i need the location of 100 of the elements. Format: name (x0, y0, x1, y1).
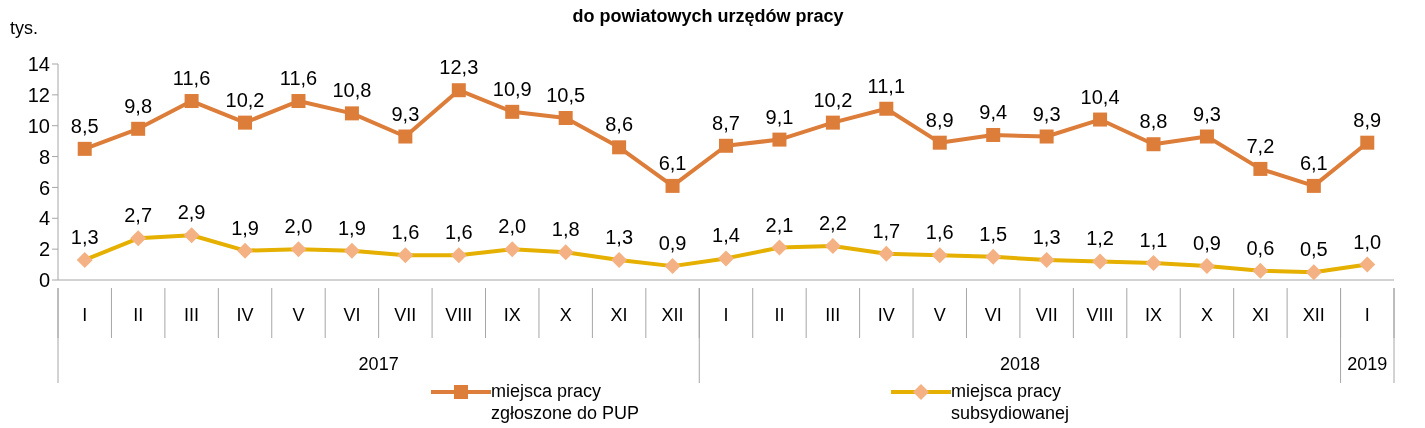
x-tick-label: IV (877, 305, 895, 325)
data-label: 1,5 (979, 222, 1008, 245)
data-label: 0,9 (658, 232, 687, 255)
x-tick-label: VII (1035, 305, 1058, 325)
x-tick-label: V (292, 305, 305, 325)
data-label: 1,6 (391, 221, 420, 244)
data-label: 10,4 (1080, 85, 1120, 108)
data-label: 9,3 (1032, 102, 1061, 125)
data-label: 1,6 (444, 221, 473, 244)
data-label: 2,0 (498, 215, 527, 238)
data-label: 8,9 (1353, 108, 1382, 131)
point (1093, 112, 1108, 127)
x-tick-label: I (723, 305, 729, 325)
x-tick-label: XI (610, 305, 628, 325)
data-label: 6,1 (658, 151, 687, 174)
text: 2018 (999, 354, 1040, 374)
data-label: 9,3 (1193, 102, 1221, 125)
x-tick-label: V (933, 305, 946, 325)
point (932, 135, 947, 150)
x-tick-label: II (774, 305, 785, 325)
y-tick-label: 10 (27, 114, 50, 137)
data-label: 10,9 (492, 77, 532, 100)
x-tick-label: VIII (1086, 305, 1114, 325)
point (184, 94, 199, 109)
point (1039, 129, 1054, 144)
data-label: 1,3 (1032, 225, 1061, 248)
point (1146, 137, 1161, 152)
x-tick-label: XI (1251, 305, 1269, 325)
point (772, 132, 787, 147)
point (1253, 161, 1268, 176)
y-tick-label: 14 (27, 53, 50, 76)
data-label: 1,0 (1353, 230, 1382, 253)
data-label: 9,1 (765, 105, 794, 128)
point (131, 121, 146, 136)
legend-label: miejsca pracy zgłoszone do PUP (491, 380, 641, 424)
data-label: 1,4 (712, 224, 740, 247)
data-label: 6,1 (1299, 151, 1328, 174)
x-tick-label: VI (343, 305, 361, 325)
data-label: 8,7 (712, 111, 740, 134)
x-tick-label: VI (984, 305, 1002, 325)
data-label: 1,7 (872, 219, 901, 242)
x-tick-label: X (559, 305, 572, 325)
data-label: 0,6 (1246, 236, 1275, 259)
data-label: 2,7 (124, 204, 153, 227)
point (451, 83, 466, 98)
data-label: 0,5 (1299, 238, 1328, 261)
data-label: 8,9 (925, 108, 954, 131)
data-label: 9,8 (124, 94, 153, 117)
x-tick-label: I (82, 305, 88, 325)
data-label: 8,5 (70, 114, 99, 137)
point (986, 127, 1001, 142)
y-tick-label: 12 (27, 83, 50, 106)
data-label: 1,1 (1139, 229, 1168, 252)
data-label: 1,9 (231, 216, 259, 239)
data-label: 1,2 (1086, 227, 1114, 250)
data-label: 0,9 (1193, 232, 1221, 255)
x-tick-label: IX (503, 305, 521, 325)
data-label: 2,9 (177, 201, 206, 224)
point (825, 115, 840, 130)
text: 2019 (1347, 354, 1388, 374)
data-label: 7,2 (1246, 134, 1275, 157)
x-tick-label: XII (1302, 305, 1325, 325)
data-label: 9,4 (979, 100, 1008, 123)
y-axis-title: tys. (10, 18, 39, 39)
data-label: 10,2 (813, 88, 853, 111)
data-label: 1,9 (338, 216, 366, 239)
x-tick-label: X (1200, 305, 1213, 325)
x-tick-label: III (825, 305, 841, 325)
point (1199, 129, 1214, 144)
x-tick-label: VII (394, 305, 417, 325)
data-label: 1,6 (925, 221, 954, 244)
y-tick-label: 8 (38, 145, 50, 168)
y-tick-label: 6 (38, 176, 50, 199)
x-tick-label: I (1364, 305, 1370, 325)
point (238, 115, 253, 130)
point (291, 94, 306, 109)
point (1306, 178, 1321, 193)
point (558, 111, 573, 125)
x-tick-label: XII (661, 305, 684, 325)
data-label: 1,3 (605, 225, 634, 248)
point (77, 141, 92, 156)
data-label: 11,6 (279, 67, 318, 90)
point (879, 101, 894, 116)
point (1360, 135, 1375, 150)
point (665, 178, 680, 193)
data-label: 10,5 (546, 84, 586, 106)
data-label: 2,2 (818, 212, 847, 235)
data-label: 12,3 (439, 56, 479, 79)
text: 2017 (358, 354, 399, 374)
data-label: 8,6 (605, 113, 634, 136)
data-label: 10,8 (332, 79, 372, 102)
data-label: 8,8 (1139, 110, 1168, 133)
x-tick-label: II (133, 305, 144, 325)
data-label: 10,2 (225, 88, 265, 111)
data-label: 2,0 (284, 215, 313, 238)
y-tick-label: 4 (38, 207, 50, 230)
chart-title: do powiatowych urzędów pracy (572, 6, 844, 26)
y-tick-label: 0 (38, 269, 50, 292)
point (344, 106, 359, 121)
x-tick-label: IX (1145, 305, 1163, 325)
